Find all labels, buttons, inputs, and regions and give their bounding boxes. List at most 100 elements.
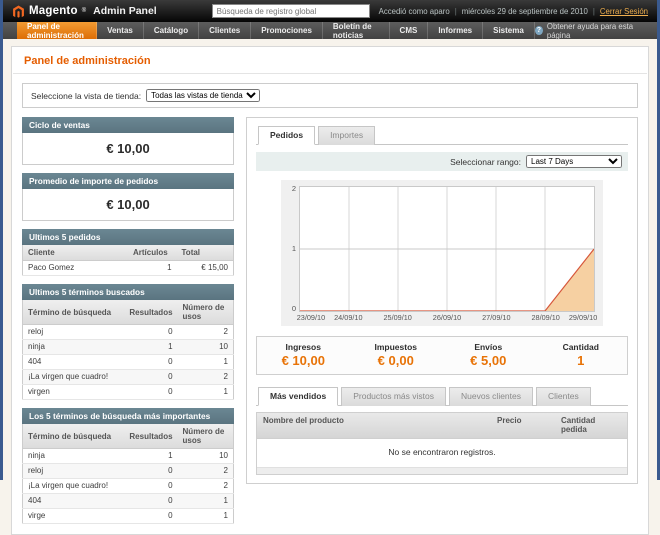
table-cell: 2 [178, 370, 234, 385]
stat-cantidad: Cantidad1 [535, 342, 628, 368]
range-select[interactable]: Last 7 Days [526, 155, 622, 168]
average-orders-block: Promedio de importe de pedidos € 10,00 [22, 173, 234, 221]
nav-tab-boletin-de-noticias[interactable]: Boletín de noticias [323, 22, 390, 39]
nav-tab-ventas[interactable]: Ventas [97, 22, 144, 39]
table-cell: ninja [23, 449, 125, 464]
table-cell: 0 [124, 325, 177, 340]
table-cell: 10 [178, 340, 234, 355]
table-cell: 1 [124, 340, 177, 355]
stat-envios: Envíos€ 5,00 [442, 342, 535, 368]
table-row[interactable]: 40401 [23, 494, 234, 509]
store-switcher-select[interactable]: Todas las vistas de tienda [146, 89, 260, 102]
admin-top-bar: Magento® Admin Panel Accedió como aparo … [3, 0, 657, 22]
nav-tab-catalogo[interactable]: Catálogo [144, 22, 199, 39]
table-cell: 0 [124, 355, 177, 370]
block-title: Ultimos 5 términos buscados [22, 284, 234, 300]
nav-tab-panel-de-administracion[interactable]: Panel de administración [17, 22, 97, 39]
products-grid: Nombre del producto Precio Cantidad pedi… [256, 412, 628, 475]
global-search-input[interactable] [212, 4, 370, 18]
separator: | [455, 7, 457, 16]
nav-tab-sistema[interactable]: Sistema [483, 22, 535, 39]
totals-bar: Ingresos€ 10,00Impuestos€ 0,00Envíos€ 5,… [256, 336, 628, 375]
table-row[interactable]: reloj02 [23, 464, 234, 479]
page-help-link[interactable]: ? Obtener ayuda para esta página [535, 22, 657, 39]
y-axis-label: 0 [292, 306, 296, 312]
column-header: Término de búsqueda [23, 300, 125, 325]
table-row[interactable]: virge01 [23, 509, 234, 524]
grid-footer-strip [257, 468, 627, 474]
table-cell: 2 [178, 479, 234, 494]
block-title: Ultimos 5 pedidos [22, 229, 234, 245]
table-cell: 2 [178, 325, 234, 340]
logged-in-as: Accedió como aparo [379, 7, 450, 16]
stat-label: Ingresos [257, 342, 350, 352]
table-row[interactable]: ninja110 [23, 449, 234, 464]
nav-tab-cms[interactable]: CMS [390, 22, 429, 39]
orders-chart-block: 210 23/09/1024/09/1025/09/1026/09/1027/0… [281, 180, 603, 326]
table-cell: 0 [124, 370, 177, 385]
logout-link[interactable]: Cerrar Sesión [600, 7, 648, 16]
last-orders-table: Cliente Artículos Total Paco Gomez1€ 15,… [22, 245, 234, 276]
logo-subtitle: Admin Panel [93, 5, 157, 17]
table-row[interactable]: ¡La virgen que cuadro!02 [23, 479, 234, 494]
table-row[interactable]: reloj02 [23, 325, 234, 340]
table-row[interactable]: ninja110 [23, 340, 234, 355]
table-cell: virge [23, 509, 125, 524]
grid-tabs: Más vendidosProductos más vistosNuevos c… [256, 387, 628, 406]
column-header: Nombre del producto [257, 413, 491, 438]
column-header: Cliente [23, 245, 129, 261]
stat-label: Impuestos [350, 342, 443, 352]
table-cell: 1 [128, 261, 177, 276]
nav-tab-informes[interactable]: Informes [428, 22, 483, 39]
separator: | [593, 7, 595, 16]
stat-impuestos: Impuestos€ 0,00 [350, 342, 443, 368]
x-axis-label: 28/09/10 [531, 313, 559, 322]
table-cell: 1 [178, 494, 234, 509]
table-row[interactable]: Paco Gomez1€ 15,00 [23, 261, 234, 276]
grid-tab-productos-mas-vistos[interactable]: Productos más vistos [341, 387, 446, 406]
user-info: Accedió como aparo | miércoles 29 de sep… [379, 7, 648, 16]
chart-tabs: PedidosImportes [256, 126, 628, 145]
lifetime-sales-value: € 10,00 [22, 133, 234, 165]
top-search-terms-block: Los 5 términos de búsqueda más important… [22, 408, 234, 524]
table-row[interactable]: 40401 [23, 355, 234, 370]
table-cell: ninja [23, 340, 125, 355]
x-axis-label: 24/09/10 [334, 313, 362, 322]
table-row[interactable]: virgen01 [23, 385, 234, 400]
column-header: Artículos [128, 245, 177, 261]
grid-tab-clientes[interactable]: Clientes [536, 387, 591, 406]
column-header: Resultados [124, 424, 177, 449]
stat-value: € 5,00 [442, 353, 535, 368]
orders-chart [300, 187, 594, 311]
range-label: Seleccionar rango: [450, 157, 521, 167]
grid-header-row: Nombre del producto Precio Cantidad pedi… [257, 413, 627, 439]
column-header: Número de usos [178, 424, 234, 449]
grid-tab-nuevos-clientes[interactable]: Nuevos clientes [449, 387, 533, 406]
table-cell: 0 [124, 494, 177, 509]
tab-importes[interactable]: Importes [318, 126, 375, 145]
logo-registered-mark: ® [82, 8, 86, 14]
nav-tab-clientes[interactable]: Clientes [199, 22, 251, 39]
nav-tab-promociones[interactable]: Promociones [251, 22, 323, 39]
block-title: Ciclo de ventas [22, 117, 234, 133]
empty-records-message: No se encontraron registros. [257, 439, 627, 468]
range-selector-bar: Seleccionar rango: Last 7 Days [256, 152, 628, 171]
page-title: Panel de administración [12, 47, 648, 73]
table-cell: reloj [23, 325, 125, 340]
table-cell: 1 [124, 449, 177, 464]
column-header: Total [177, 245, 234, 261]
column-header: Término de búsqueda [23, 424, 125, 449]
table-row[interactable]: ¡La virgen que cuadro!02 [23, 370, 234, 385]
x-axis-label: 27/09/10 [482, 313, 510, 322]
grid-tab-mas-vendidos[interactable]: Más vendidos [258, 387, 338, 406]
tab-pedidos[interactable]: Pedidos [258, 126, 315, 145]
table-cell: ¡La virgen que cuadro! [23, 479, 125, 494]
x-axis-label: 25/09/10 [383, 313, 411, 322]
dashboard-right-panel: PedidosImportes Seleccionar rango: Last … [246, 117, 638, 484]
block-title: Los 5 términos de búsqueda más important… [22, 408, 234, 424]
table-cell: 2 [178, 464, 234, 479]
current-date: miércoles 29 de septiembre de 2010 [462, 7, 588, 16]
column-header: Número de usos [178, 300, 234, 325]
chart-y-axis: 210 [283, 186, 299, 312]
column-header: Resultados [124, 300, 177, 325]
